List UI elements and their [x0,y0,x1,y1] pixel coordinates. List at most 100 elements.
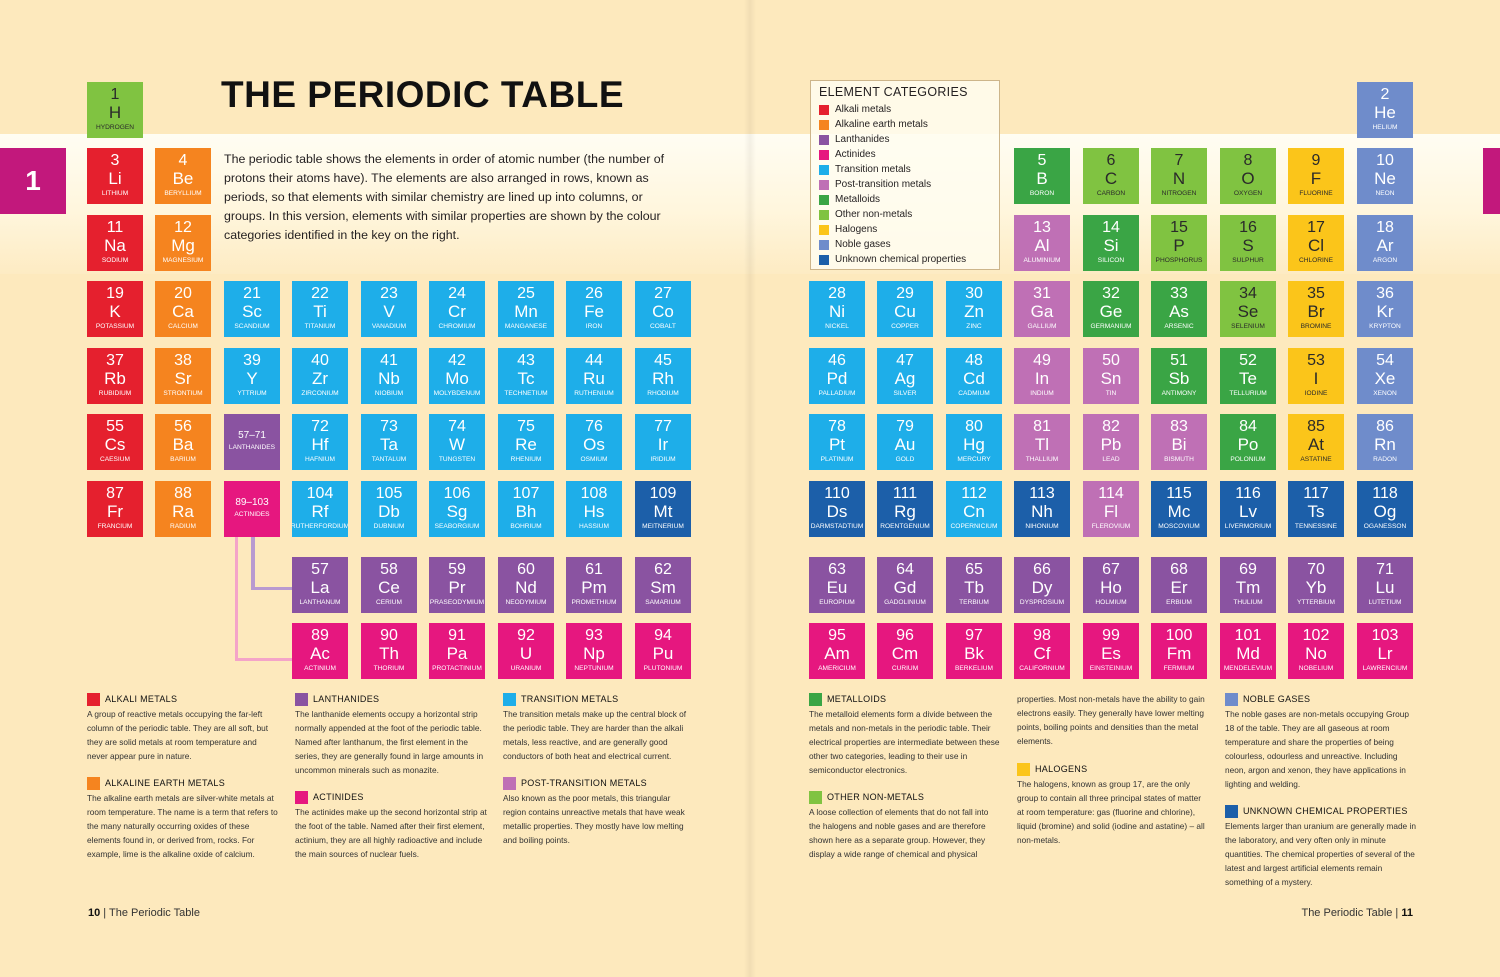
element-symbol: Eu [826,578,848,597]
atomic-number: 91 [448,627,466,644]
atomic-number: 105 [375,485,403,502]
atomic-number: 61 [585,561,603,578]
desc-noble-gases: NOBLE GASES The noble gases are non-meta… [1225,692,1417,791]
atomic-number: 4 [178,152,188,169]
alkaline-swatch [87,776,100,790]
key-item: Transition metals [819,162,991,177]
element-tile-fe: 26 Fe Iron [566,281,622,337]
key-item: Lanthanides [819,132,991,147]
atomic-number: 73 [380,418,398,435]
halogens-swatch [1017,762,1030,776]
element-symbol: N [1172,169,1186,188]
element-name: Thallium [1025,456,1059,463]
element-tile-li: 3 Li Lithium [87,148,143,204]
element-name: Neodymium [505,599,547,606]
atomic-number: 80 [965,418,983,435]
element-symbol: Th [379,644,399,663]
atomic-number: 34 [1239,285,1257,302]
running-title-right: The Periodic Table [1301,907,1393,919]
atomic-number: 100 [1165,627,1193,644]
atomic-number: 88 [174,485,192,502]
element-tile-tc: 43 Tc Technetium [498,348,554,404]
element-name: Promethium [571,599,617,606]
element-name: Seaborgium [434,523,480,530]
element-tile-rg: 111 Rg Roentgenium [877,481,933,537]
desc-text: The noble gases are non-metals occupying… [1225,709,1410,789]
element-name: Lawrencium [1362,665,1408,672]
element-symbol: Lr [1377,644,1393,663]
atomic-number: 10 [1376,152,1394,169]
element-tile-lv: 116 Lv Livermorium [1220,481,1276,537]
element-symbol: Ti [313,302,327,321]
element-name: Terbium [959,599,989,606]
element-symbol: Db [378,502,400,521]
element-name: Yttrium [237,390,267,397]
element-symbol: Ga [1030,302,1054,321]
element-tile-br: 35 Br Bromine [1288,281,1344,337]
atomic-number: 18 [1376,219,1394,236]
element-name: Livermorium [1224,523,1272,530]
atomic-number: 29 [896,285,914,302]
desc-text: Also known as the poor metals, this tria… [503,793,685,845]
element-tile-nd: 60 Nd Neodymium [498,557,554,613]
element-symbol: Sn [1100,369,1122,388]
element-tile-ar: 18 Ar Argon [1357,215,1413,271]
key-label: Lanthanides [835,134,890,145]
key-label: Noble gases [835,239,891,250]
element-tile-pd: 46 Pd Palladium [809,348,865,404]
desc-title: ACTINIDES [313,792,364,802]
element-name: Bromine [1300,323,1332,330]
chapter-tab: 1 [0,148,66,214]
element-tile-tb: 65 Tb Terbium [946,557,1002,613]
unknown-swatch [1225,804,1238,818]
atomic-number: 89–103 [235,497,269,508]
atomic-number: 58 [380,561,398,578]
element-name: Polonium [1230,456,1266,463]
element-symbol: K [109,302,121,321]
atomic-number: 94 [654,627,672,644]
element-symbol: Fm [1166,644,1192,663]
atomic-number: 20 [174,285,192,302]
element-symbol: Bh [515,502,537,521]
element-symbol: Lv [1239,502,1257,521]
element-name: Krypton [1369,323,1401,330]
atomic-number: 28 [828,285,846,302]
element-tile-mo: 42 Mo Molybdenum [429,348,485,404]
desc-title: UNKNOWN CHEMICAL PROPERTIES [1243,806,1408,816]
desc-unknown: UNKNOWN CHEMICAL PROPERTIES Elements lar… [1225,804,1417,889]
element-symbol: Ir [657,435,669,454]
element-name: Bohrium [510,523,542,530]
element-symbol: No [1305,644,1327,663]
element-name: Phosphorus [1155,257,1203,264]
element-symbol: Pu [652,644,674,663]
element-tile-sc: 21 Sc Scandium [224,281,280,337]
element-tile-er: 68 Er Erbium [1151,557,1207,613]
element-tile-nb: 41 Nb Niobium [361,348,417,404]
element-tile-te: 52 Te Tellurium [1220,348,1276,404]
atomic-number: 103 [1371,627,1399,644]
element-symbol: Re [515,435,537,454]
atomic-number: 92 [517,627,535,644]
element-name: Boron [1029,190,1055,197]
atomic-number: 104 [306,485,334,502]
atomic-number: 22 [311,285,329,302]
atomic-number: 21 [243,285,261,302]
element-name: Gallium [1027,323,1057,330]
atomic-number: 106 [443,485,471,502]
atomic-number: 79 [896,418,914,435]
atomic-number: 37 [106,352,124,369]
element-name: Meitnerium [642,523,684,530]
element-symbol: Ho [1100,578,1122,597]
key-title: ELEMENT CATEGORIES [819,85,968,99]
element-tile-os: 76 Os Osmium [566,414,622,470]
desc-actinides: ACTINIDES The actinides make up the seco… [295,790,487,861]
desc-text: The transition metals make up the centra… [503,709,687,761]
atomic-number: 83 [1170,418,1188,435]
element-name: Arsenic [1164,323,1194,330]
desc-text: A loose collection of elements that do n… [809,807,989,859]
atomic-number: 50 [1102,352,1120,369]
atomic-number: 31 [1033,285,1051,302]
element-tile-ce: 58 Ce Cerium [361,557,417,613]
atomic-number: 78 [828,418,846,435]
element-tile-no: 102 No Nobelium [1288,623,1344,679]
